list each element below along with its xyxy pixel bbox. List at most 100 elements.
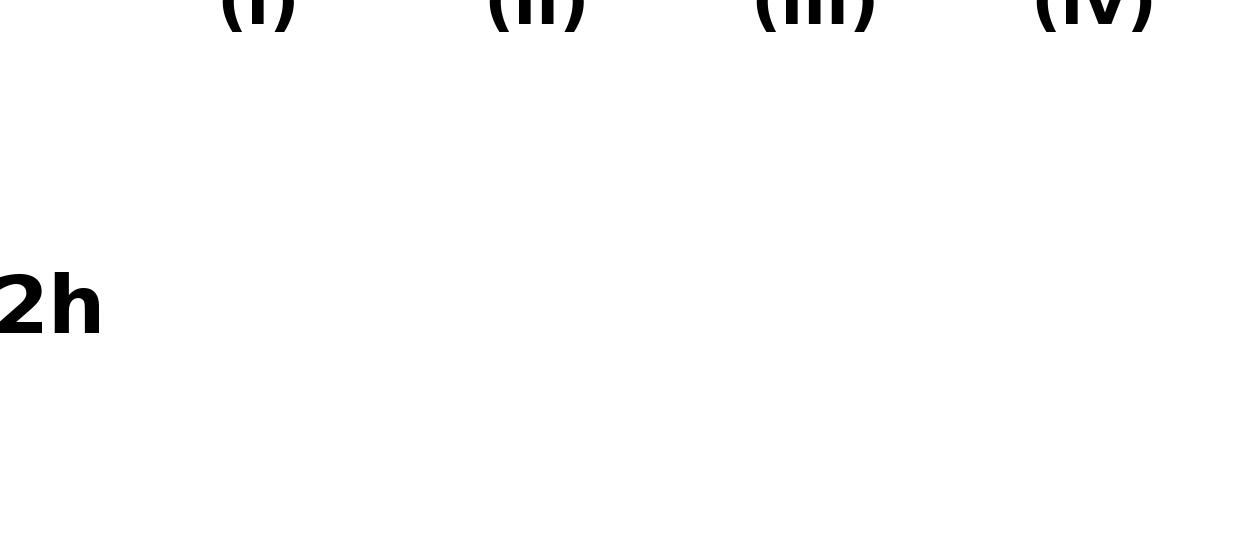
Ellipse shape bbox=[418, 193, 419, 195]
Ellipse shape bbox=[439, 303, 440, 305]
Ellipse shape bbox=[365, 107, 367, 109]
Ellipse shape bbox=[774, 106, 775, 108]
Ellipse shape bbox=[895, 210, 898, 212]
Ellipse shape bbox=[515, 416, 517, 419]
Ellipse shape bbox=[634, 164, 635, 166]
Ellipse shape bbox=[647, 515, 649, 517]
Ellipse shape bbox=[606, 193, 608, 196]
Ellipse shape bbox=[910, 482, 911, 484]
Ellipse shape bbox=[622, 273, 625, 276]
Ellipse shape bbox=[203, 131, 217, 152]
Ellipse shape bbox=[463, 316, 465, 318]
Ellipse shape bbox=[1002, 492, 1004, 494]
Ellipse shape bbox=[331, 281, 334, 284]
Ellipse shape bbox=[226, 467, 227, 468]
Ellipse shape bbox=[377, 452, 378, 453]
Ellipse shape bbox=[1013, 306, 1014, 307]
Ellipse shape bbox=[231, 397, 233, 399]
Ellipse shape bbox=[883, 108, 884, 109]
Ellipse shape bbox=[744, 467, 745, 470]
Ellipse shape bbox=[512, 392, 515, 394]
Ellipse shape bbox=[1152, 374, 1154, 376]
Ellipse shape bbox=[587, 166, 589, 168]
Ellipse shape bbox=[899, 118, 913, 139]
Ellipse shape bbox=[532, 241, 534, 243]
Ellipse shape bbox=[319, 131, 320, 133]
Ellipse shape bbox=[977, 436, 978, 438]
Ellipse shape bbox=[1104, 486, 1106, 488]
Ellipse shape bbox=[1132, 402, 1135, 404]
Ellipse shape bbox=[1102, 145, 1105, 147]
Ellipse shape bbox=[208, 474, 212, 478]
Ellipse shape bbox=[1013, 230, 1014, 233]
Ellipse shape bbox=[1158, 471, 1163, 477]
Ellipse shape bbox=[1079, 429, 1080, 431]
Ellipse shape bbox=[583, 336, 584, 338]
Ellipse shape bbox=[211, 477, 212, 478]
Ellipse shape bbox=[714, 250, 717, 252]
Ellipse shape bbox=[1001, 111, 1003, 115]
Ellipse shape bbox=[143, 515, 145, 518]
Ellipse shape bbox=[446, 348, 448, 351]
Ellipse shape bbox=[1142, 501, 1143, 502]
Ellipse shape bbox=[913, 365, 915, 368]
Ellipse shape bbox=[186, 469, 187, 471]
Ellipse shape bbox=[795, 299, 796, 301]
Ellipse shape bbox=[743, 150, 744, 151]
Ellipse shape bbox=[534, 264, 537, 265]
Ellipse shape bbox=[265, 164, 267, 166]
Ellipse shape bbox=[728, 349, 730, 352]
Ellipse shape bbox=[1104, 120, 1116, 137]
Ellipse shape bbox=[724, 119, 734, 130]
Ellipse shape bbox=[970, 124, 971, 126]
Ellipse shape bbox=[453, 122, 470, 148]
Ellipse shape bbox=[650, 210, 651, 211]
Ellipse shape bbox=[918, 230, 920, 233]
Ellipse shape bbox=[1066, 427, 1069, 429]
Ellipse shape bbox=[150, 498, 151, 500]
Ellipse shape bbox=[862, 474, 866, 478]
Ellipse shape bbox=[775, 323, 777, 325]
Ellipse shape bbox=[629, 431, 631, 434]
Ellipse shape bbox=[785, 473, 786, 475]
Ellipse shape bbox=[259, 209, 262, 212]
Ellipse shape bbox=[283, 133, 285, 136]
Ellipse shape bbox=[226, 310, 227, 312]
Ellipse shape bbox=[1128, 191, 1130, 193]
Ellipse shape bbox=[221, 277, 223, 279]
Ellipse shape bbox=[655, 273, 656, 275]
Ellipse shape bbox=[642, 388, 645, 390]
Ellipse shape bbox=[502, 118, 505, 121]
Ellipse shape bbox=[1183, 473, 1185, 477]
Ellipse shape bbox=[1048, 119, 1058, 130]
Ellipse shape bbox=[1172, 306, 1173, 308]
Ellipse shape bbox=[1140, 475, 1145, 481]
Ellipse shape bbox=[1163, 397, 1166, 399]
Ellipse shape bbox=[823, 133, 826, 136]
Ellipse shape bbox=[847, 489, 849, 492]
Ellipse shape bbox=[1042, 299, 1043, 301]
Ellipse shape bbox=[161, 132, 162, 134]
Ellipse shape bbox=[537, 186, 539, 189]
Ellipse shape bbox=[475, 471, 481, 477]
Ellipse shape bbox=[319, 410, 320, 412]
Ellipse shape bbox=[605, 313, 608, 316]
Ellipse shape bbox=[277, 120, 283, 129]
Ellipse shape bbox=[889, 107, 890, 109]
Ellipse shape bbox=[941, 251, 944, 254]
Ellipse shape bbox=[893, 157, 895, 160]
Ellipse shape bbox=[489, 291, 490, 293]
Ellipse shape bbox=[348, 443, 351, 445]
Ellipse shape bbox=[181, 478, 186, 483]
Ellipse shape bbox=[232, 119, 242, 130]
Ellipse shape bbox=[811, 289, 813, 293]
Ellipse shape bbox=[567, 473, 572, 479]
Ellipse shape bbox=[460, 187, 464, 190]
Ellipse shape bbox=[270, 500, 273, 502]
Ellipse shape bbox=[1069, 220, 1071, 223]
Ellipse shape bbox=[314, 478, 316, 480]
Ellipse shape bbox=[253, 451, 254, 453]
Ellipse shape bbox=[528, 271, 529, 273]
Ellipse shape bbox=[376, 432, 378, 434]
Ellipse shape bbox=[336, 385, 340, 388]
